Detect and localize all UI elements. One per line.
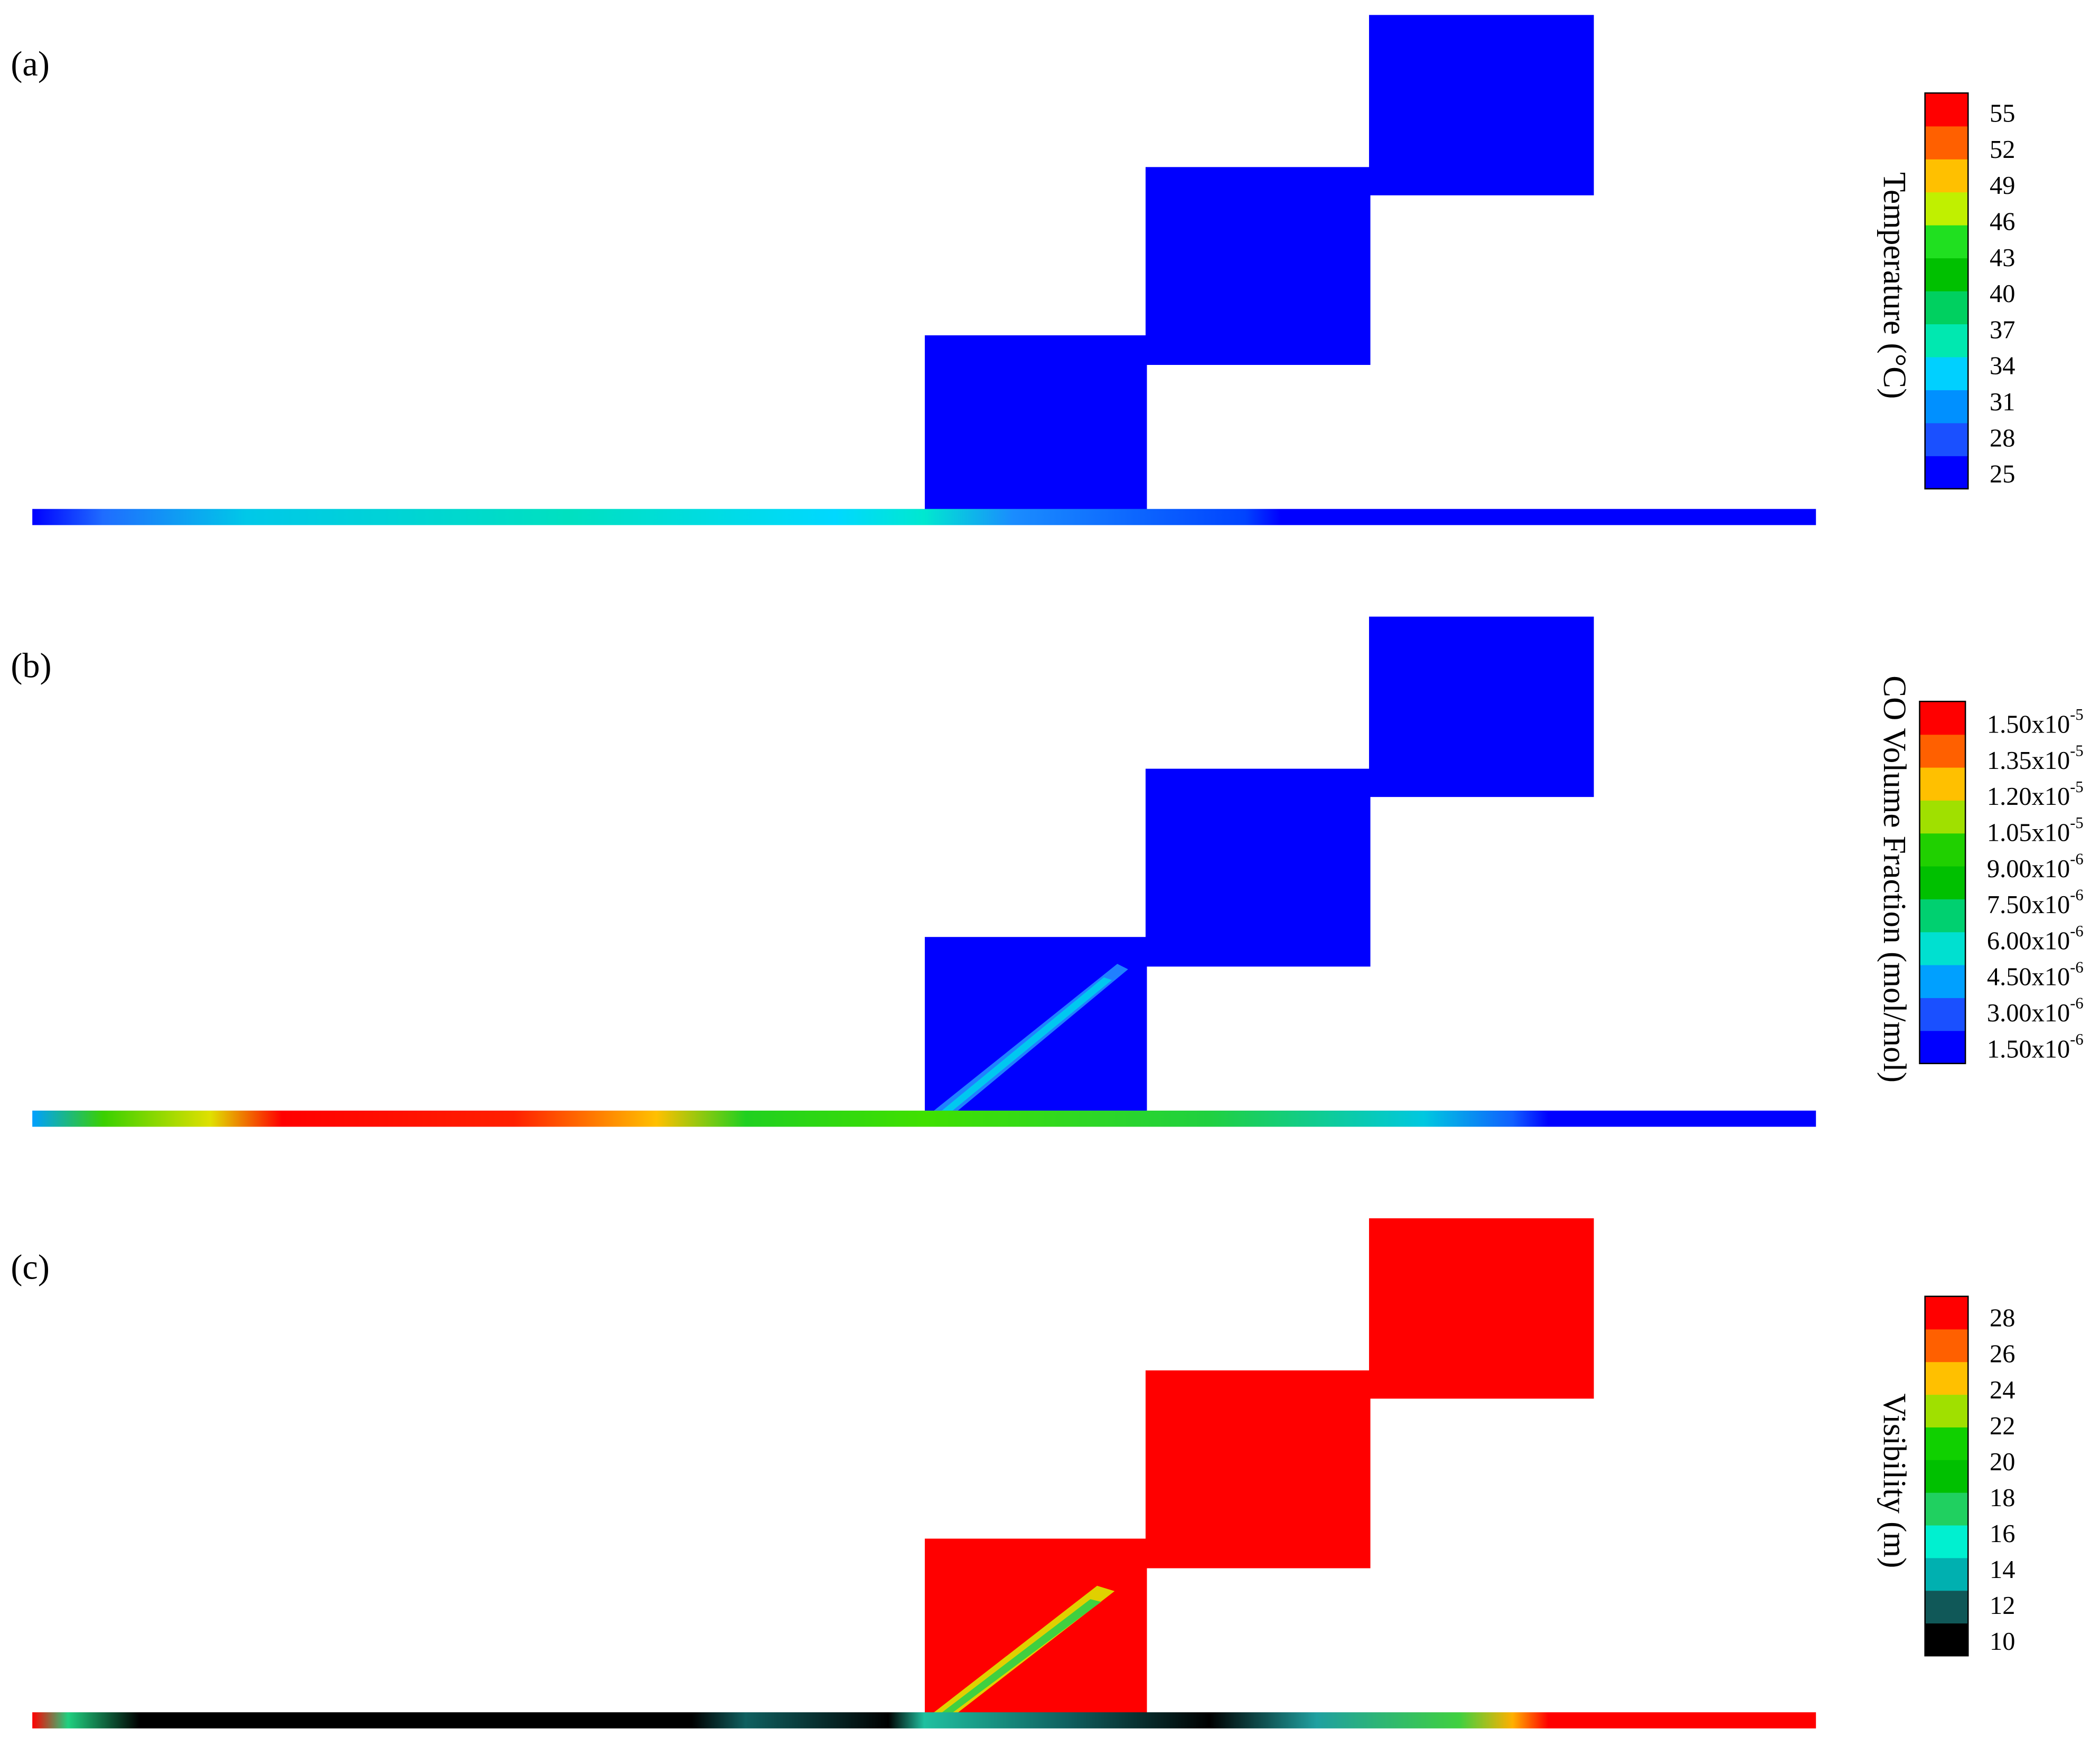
tick-exponent: -5 [2070, 814, 2083, 832]
tick-mantissa: 3.00x10 [1987, 999, 2070, 1027]
colorbar-band [1925, 93, 1968, 127]
colorbar-tick-label: 4.50x10-6 [1987, 958, 2084, 991]
panel-a-field [32, 15, 1816, 525]
colorbar-tick-label: 7.50x10-6 [1987, 886, 2084, 919]
colorbar-band [1925, 290, 1968, 325]
colorbar-frame [1924, 92, 1969, 490]
colorbar-band [1919, 767, 1966, 801]
colorbar-frame [1919, 700, 1966, 1065]
tick-exponent: -5 [2070, 778, 2083, 796]
colorbar-band [1919, 899, 1966, 933]
colorbar-band [1919, 932, 1966, 965]
colorbar-tick-label: 28 [1990, 1304, 2015, 1332]
panel-label: (c) [11, 1248, 50, 1287]
colorbar-band [1919, 701, 1966, 735]
tick-mantissa: 1.50x10 [1987, 711, 2070, 739]
colorbar-band [1919, 833, 1966, 867]
colorbar-band [1925, 1557, 1968, 1591]
tick-exponent: -6 [2070, 850, 2083, 868]
colorbar-tick-label: 46 [1990, 208, 2015, 236]
panel-label: (b) [11, 646, 51, 685]
colorbar-tick-label: 18 [1990, 1484, 2015, 1512]
colorbar-frame [1924, 1295, 1969, 1657]
colorbar-tick-label: 14 [1990, 1556, 2015, 1584]
colorbar-band [1919, 964, 1966, 998]
colorbar-band [1925, 1590, 1968, 1624]
tick-exponent: -5 [2070, 742, 2083, 760]
colorbar-band [1919, 800, 1966, 834]
colorbar-band [1925, 1329, 1968, 1363]
panel-b-field [32, 616, 1816, 1127]
colorbar-tick-label: 37 [1990, 316, 2015, 344]
colorbar-band [1925, 1427, 1968, 1460]
colorbar-tick-label: 28 [1990, 424, 2015, 452]
colorbar-tick-label: 43 [1990, 244, 2015, 272]
colorbar-band [1925, 1525, 1968, 1558]
panel-c-field [32, 1218, 1816, 1728]
panel-label: (a) [11, 45, 50, 83]
colorbar-band [1925, 356, 1968, 390]
colorbar-band [1925, 1296, 1968, 1330]
colorbar-tick-label: 12 [1990, 1592, 2015, 1620]
tick-mantissa: 7.50x10 [1987, 891, 2070, 919]
colorbar-band [1925, 1361, 1968, 1395]
colorbar-title: Visibility (m) [1877, 1393, 1912, 1568]
colorbar-tick-label: 40 [1990, 280, 2015, 308]
tick-mantissa: 1.35x10 [1987, 747, 2070, 775]
colorbar-title: CO Volume Fraction (mol/mol) [1877, 675, 1912, 1083]
colorbar-tick-label: 1.20x10-5 [1987, 778, 2084, 811]
colorbar-tick-label: 52 [1990, 136, 2015, 164]
colorbar-tick-label: 31 [1990, 388, 2015, 416]
colorbar-band [1925, 390, 1968, 424]
colorbar-band [1919, 866, 1966, 899]
tick-mantissa: 1.05x10 [1987, 819, 2070, 847]
colorbar-band [1925, 324, 1968, 358]
colorbar-band [1925, 422, 1968, 456]
colorbar-band [1925, 1460, 1968, 1493]
colorbar-band [1925, 159, 1968, 193]
colorbar-tick-label: 16 [1990, 1520, 2015, 1548]
colorbar-tick-label: 3.00x10-6 [1987, 994, 2084, 1027]
colorbar-tick-label: 1.05x10-5 [1987, 814, 2084, 847]
colorbar-band [1925, 1623, 1968, 1656]
colorbar-band [1925, 258, 1968, 292]
tick-exponent: -6 [2070, 1030, 2083, 1048]
colorbar-tick-label: 22 [1990, 1412, 2015, 1440]
tick-mantissa: 6.00x10 [1987, 927, 2070, 955]
colorbar-band [1925, 1492, 1968, 1526]
colorbar-band [1919, 734, 1966, 768]
tick-mantissa: 1.50x10 [1987, 1035, 2070, 1063]
colorbar-title: Temperature (°C) [1877, 172, 1912, 399]
colorbar-band [1925, 1394, 1968, 1427]
tick-exponent: -5 [2070, 706, 2083, 724]
colorbar-tick-label: 24 [1990, 1376, 2015, 1404]
colorbar-tick-label: 1.50x10-5 [1987, 706, 2084, 738]
colorbar-band [1925, 192, 1968, 226]
colorbar-tick-label: 49 [1990, 172, 2015, 200]
colorbar-band [1925, 126, 1968, 159]
colorbar-tick-label: 6.00x10-6 [1987, 922, 2084, 955]
tick-mantissa: 9.00x10 [1987, 855, 2070, 883]
colorbar-band [1919, 998, 1966, 1031]
tick-exponent: -6 [2070, 958, 2083, 976]
tick-exponent: -6 [2070, 886, 2083, 904]
colorbar-band [1925, 456, 1968, 490]
colorbar-tick-label: 26 [1990, 1340, 2015, 1368]
colorbar-band [1919, 1030, 1966, 1064]
colorbar-band [1925, 224, 1968, 259]
colorbar-tick-label: 9.00x10-6 [1987, 850, 2084, 882]
tick-exponent: -6 [2070, 994, 2083, 1012]
colorbar-tick-label: 20 [1990, 1448, 2015, 1476]
tick-exponent: -6 [2070, 922, 2083, 940]
colorbar-tick-label: 10 [1990, 1628, 2015, 1656]
colorbar-tick-label: 55 [1990, 100, 2015, 128]
colorbar-tick-label: 34 [1990, 352, 2015, 380]
colorbar-tick-label: 1.35x10-5 [1987, 742, 2084, 775]
colorbar-tick-label: 1.50x10-6 [1987, 1030, 2084, 1063]
colorbar-tick-label: 25 [1990, 461, 2015, 488]
tick-mantissa: 1.20x10 [1987, 783, 2070, 811]
tick-mantissa: 4.50x10 [1987, 963, 2070, 991]
